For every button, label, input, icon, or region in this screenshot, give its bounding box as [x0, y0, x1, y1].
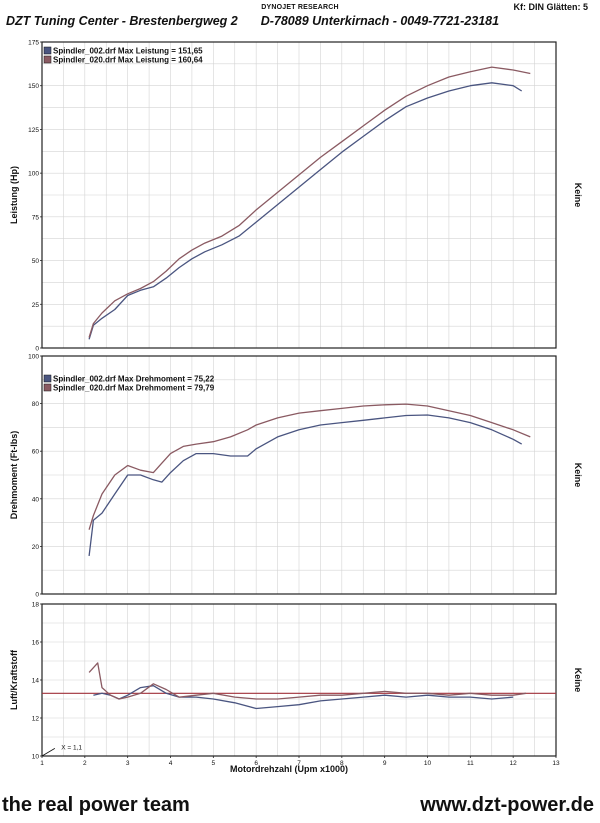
y-axis-label: Leistung (Hp) — [9, 166, 19, 224]
legend-entry: Spindler_020.drf Max Leistung = 160,64 — [53, 56, 203, 65]
y-tick-label: 0 — [35, 346, 39, 353]
series-line-1 — [88, 82, 523, 340]
y-tick-label: 18 — [32, 602, 40, 609]
legend-entry: Spindler_020.drf Max Drehmoment = 79,79 — [53, 384, 215, 393]
x-tick-label: 11 — [467, 760, 474, 767]
company-address: D-78089 Unterkirnach - 0049-7721-23181 — [260, 14, 500, 28]
x-tick-label: 4 — [169, 760, 173, 767]
annotation-line — [41, 748, 56, 757]
x-tick-label: 10 — [424, 760, 432, 767]
y-tick-label: 50 — [32, 258, 40, 265]
x-tick-label: 8 — [340, 760, 344, 767]
x-tick-label: 6 — [254, 760, 258, 767]
chart-panel-1: 0 25 50 75 100 125 150 175 Leistung (Hp) Keine Spi… — [9, 40, 583, 353]
legend-entry: Spindler_002.drf Max Leistung = 151,65 — [53, 47, 203, 56]
y-tick-label: 100 — [28, 171, 39, 178]
y-tick-label: 10 — [32, 754, 40, 761]
y-tick-label: 100 — [28, 354, 39, 361]
y-tick-label: 80 — [32, 401, 40, 408]
y-tick-label: 20 — [32, 544, 40, 551]
x-tick-label: 3 — [126, 760, 130, 767]
company-name: DZT Tuning Center - Brestenbergweg 2 — [6, 14, 238, 28]
x-axis-label: Motordrehzahl (Upm x1000) — [230, 764, 348, 774]
y-tick-label: 125 — [28, 127, 39, 134]
y-tick-label: 175 — [28, 40, 39, 47]
footer-website: www.dzt-power.de — [420, 794, 594, 816]
y-tick-label: 40 — [32, 496, 40, 503]
series-line-1 — [88, 414, 523, 556]
y-tick-label: 16 — [32, 640, 40, 647]
x-tick-label: 12 — [510, 760, 518, 767]
y-tick-label: 25 — [32, 302, 40, 309]
legend-swatch — [43, 383, 52, 392]
right-label: Keine — [573, 463, 583, 488]
annotation-label: X = 1,1 — [61, 744, 82, 751]
right-label: Keine — [573, 183, 583, 208]
y-tick-label: 75 — [32, 214, 40, 221]
y-tick-label: 60 — [32, 449, 40, 456]
y-axis-label: Luft/Kraftstoff — [9, 649, 19, 710]
x-tick-label: 9 — [383, 760, 387, 767]
smoothing-info: Kf: DIN Glätten: 5 — [513, 2, 588, 12]
x-tick-label: 7 — [297, 760, 301, 767]
y-axis-label: Drehmoment (Ft-lbs) — [9, 431, 19, 520]
brand-title: DYNOJET RESEARCH — [261, 4, 339, 11]
y-tick-label: 0 — [35, 592, 39, 599]
x-tick-label: 13 — [552, 760, 560, 767]
y-tick-label: 14 — [32, 678, 40, 685]
legend-entry: Spindler_002.drf Max Drehmoment = 75,22 — [53, 375, 215, 384]
y-tick-label: 150 — [28, 83, 39, 90]
plot-frame — [41, 355, 557, 595]
x-tick-label: 2 — [83, 760, 87, 767]
series-line-2 — [88, 403, 531, 530]
plot-frame — [41, 41, 557, 349]
right-label: Keine — [573, 668, 583, 693]
footer-slogan: the real power team — [2, 794, 190, 816]
y-tick-label: 12 — [32, 716, 40, 723]
series-line-2 — [88, 66, 531, 338]
series-line-1 — [93, 685, 514, 710]
x-tick-label: 1 — [40, 760, 44, 767]
chart-panel-2: 0 20 40 60 80 100 Drehmoment (Ft-lbs) Keine Spin… — [9, 354, 583, 599]
series-line-2 — [88, 662, 527, 700]
header-line: DZT Tuning Center - Brestenbergweg 2 D-7… — [6, 14, 596, 28]
legend-swatch — [43, 55, 52, 64]
legend-swatch — [43, 374, 52, 383]
x-tick-label: 5 — [212, 760, 216, 767]
legend-swatch — [43, 46, 52, 55]
